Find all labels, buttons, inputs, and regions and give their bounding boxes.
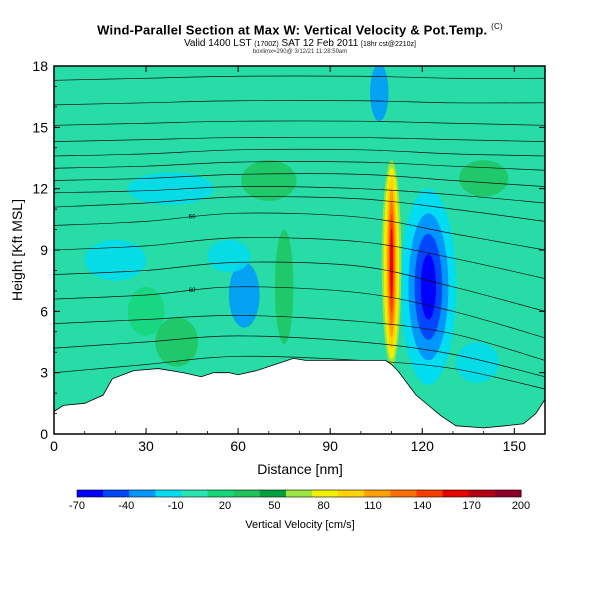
cool-region xyxy=(84,239,147,281)
x-tick-label: 120 xyxy=(411,438,435,454)
colorbar-swatch xyxy=(416,490,444,497)
colorbar: -70 -40 -10 20 50 80 110 140 170 200 xyxy=(69,489,530,512)
isentrope-line xyxy=(54,120,545,126)
colorbar-swatch xyxy=(77,490,104,497)
valid-time-line: Valid 1400 LST (1700Z) SAT 12 Feb 2011 [… xyxy=(0,38,600,49)
valid-utc: (1700Z) xyxy=(254,41,279,48)
x-axis-label: Distance [nm] xyxy=(257,461,343,477)
colorbar-swatch xyxy=(494,490,522,497)
warm-region xyxy=(459,160,509,197)
y-axis: 0 3 6 9 12 15 18 xyxy=(32,58,545,442)
valid-date: SAT 12 Feb 2011 xyxy=(281,38,359,49)
isentrope-line xyxy=(54,261,545,312)
warm-region xyxy=(274,229,294,344)
isentrope-line xyxy=(54,355,545,390)
cool-region xyxy=(455,342,499,383)
colorbar-tick-label: 110 xyxy=(364,500,382,512)
isentrope-line xyxy=(54,148,545,157)
downdraft-core xyxy=(420,254,437,320)
y-tick-label: 18 xyxy=(32,58,48,74)
terrain xyxy=(54,357,545,434)
colorbar-tick-label: -70 xyxy=(69,500,85,512)
isentrope-line xyxy=(54,237,545,279)
y-tick-label: 9 xyxy=(40,242,48,258)
colorbar-swatch xyxy=(312,490,339,497)
isentrope-line xyxy=(54,100,545,106)
colorbar-tick-label: 50 xyxy=(268,500,280,512)
isentrope-line xyxy=(54,286,545,339)
warm-region xyxy=(155,317,199,367)
copyright-mark: (C) xyxy=(491,22,503,31)
colorbar-tick-label: -40 xyxy=(118,500,134,512)
y-tick-label: 6 xyxy=(40,303,48,319)
y-tick-label: 12 xyxy=(32,181,48,197)
colorbar-swatch xyxy=(259,490,287,497)
colorbar-tick-label: -10 xyxy=(168,500,184,512)
x-tick-label: 30 xyxy=(138,438,154,454)
plot-area: 60 50 xyxy=(54,66,545,434)
colorbar-swatch xyxy=(181,490,209,497)
colorbar-swatch xyxy=(442,490,470,497)
isentrope-line xyxy=(54,161,545,171)
colorbar-swatch xyxy=(207,490,235,497)
x-tick-label: 0 xyxy=(50,438,58,454)
colorbar-tick-label: 20 xyxy=(219,500,231,512)
updraft-core xyxy=(390,228,393,299)
warm-region xyxy=(127,286,165,336)
cool-region xyxy=(370,66,389,122)
x-tick-label: 90 xyxy=(322,438,338,454)
colorbar-swatch xyxy=(285,490,313,497)
forecast-run: [18hr cst@2210z] xyxy=(361,41,416,48)
colorbar-swatch xyxy=(338,490,365,497)
isentrope-line xyxy=(54,136,545,142)
chart-title: Wind-Parallel Section at Max W: Vertical… xyxy=(0,22,600,37)
x-axis: 0 30 60 90 120 150 xyxy=(50,66,546,454)
isentrope-line xyxy=(54,196,545,222)
y-axis-label: Height [Kft MSL] xyxy=(9,199,25,301)
isentrope-label: 50 xyxy=(189,214,196,220)
cool-region xyxy=(127,172,214,205)
y-tick-label: 0 xyxy=(40,426,48,442)
isentrope-line xyxy=(54,186,545,204)
colorbar-tick-label: 80 xyxy=(318,500,330,512)
isentrope-label: 60 xyxy=(189,288,196,294)
cool-region xyxy=(207,239,251,273)
x-tick-label: 60 xyxy=(230,438,246,454)
velocity-field xyxy=(84,66,509,385)
chart-title-text: Wind-Parallel Section at Max W: Vertical… xyxy=(97,22,488,38)
colorbar-label: Vertical Velocity [cm/s] xyxy=(245,519,354,531)
colorbar-swatch xyxy=(155,490,182,497)
y-tick-label: 3 xyxy=(40,365,48,381)
cool-region xyxy=(228,262,260,328)
colorbar-swatch xyxy=(129,490,156,497)
isentrope-contours: 60 50 xyxy=(54,75,545,390)
colorbar-tick-label: 170 xyxy=(462,500,480,512)
colorbar-swatch xyxy=(233,490,261,497)
isentrope-line xyxy=(54,315,545,361)
attribution-line: boxlimx=290@ 3/12/21 11:28:59am xyxy=(252,49,348,55)
isentrope-line xyxy=(54,212,545,251)
y-tick-label: 15 xyxy=(32,119,48,135)
isentrope-line xyxy=(54,173,545,187)
colorbar-swatch xyxy=(468,490,496,497)
isentrope-line xyxy=(54,75,545,81)
warm-region xyxy=(241,160,297,201)
colorbar-swatch xyxy=(103,490,130,497)
valid-time: Valid 1400 LST xyxy=(183,38,252,49)
colorbar-swatch xyxy=(390,490,418,497)
isentrope-line xyxy=(54,335,545,378)
x-tick-label: 150 xyxy=(503,438,527,454)
colorbar-swatch xyxy=(364,490,391,497)
colorbar-frame xyxy=(76,489,522,498)
colorbar-tick-label: 200 xyxy=(512,500,530,512)
colorbar-tick-label: 140 xyxy=(413,500,431,512)
